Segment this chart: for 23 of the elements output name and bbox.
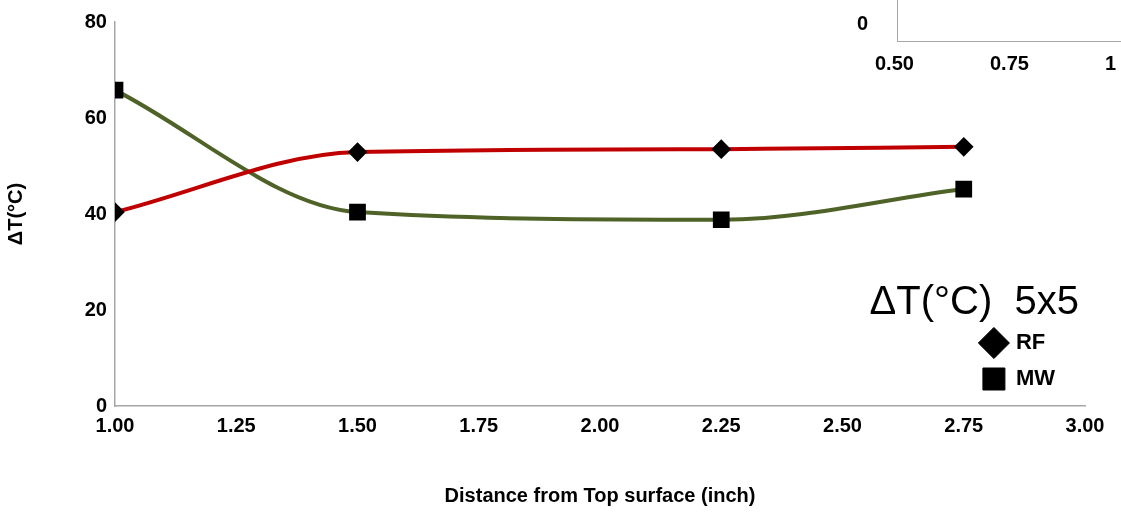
y-tick-label: 60	[84, 105, 107, 128]
x-tick-label: 1.25	[216, 413, 256, 436]
y-tick-label: 80	[84, 9, 107, 32]
x-tick-label: 1.00	[95, 413, 135, 436]
annotation: 0.50	[875, 52, 914, 75]
legend-label: MW	[1015, 365, 1056, 391]
x-tick-label: 2.00	[580, 413, 620, 436]
x-tick-label: 2.50	[823, 413, 862, 436]
x-tick-label: 1.50	[338, 413, 377, 436]
x-tick-label: 2.75	[944, 413, 984, 436]
y-axis-title: ΔT(°C)	[3, 182, 26, 246]
annotation: 0.75	[990, 52, 1029, 75]
y-tick-label: 40	[84, 201, 107, 224]
text: 1	[1105, 52, 1117, 75]
x-tick-label: 1.75	[459, 413, 499, 436]
x-tick-label: 2.25	[701, 413, 741, 436]
y-tick-label: 20	[84, 297, 107, 320]
x-tick-label: 3.00	[1065, 413, 1105, 436]
text: ΔT(°C) 5x5	[869, 278, 1079, 323]
y-tick-label: 0	[95, 393, 107, 416]
x-axis-title: Distance from Top surface (inch)	[444, 483, 756, 506]
legend-label: RF	[1015, 329, 1046, 355]
annotation: 0	[857, 12, 869, 35]
